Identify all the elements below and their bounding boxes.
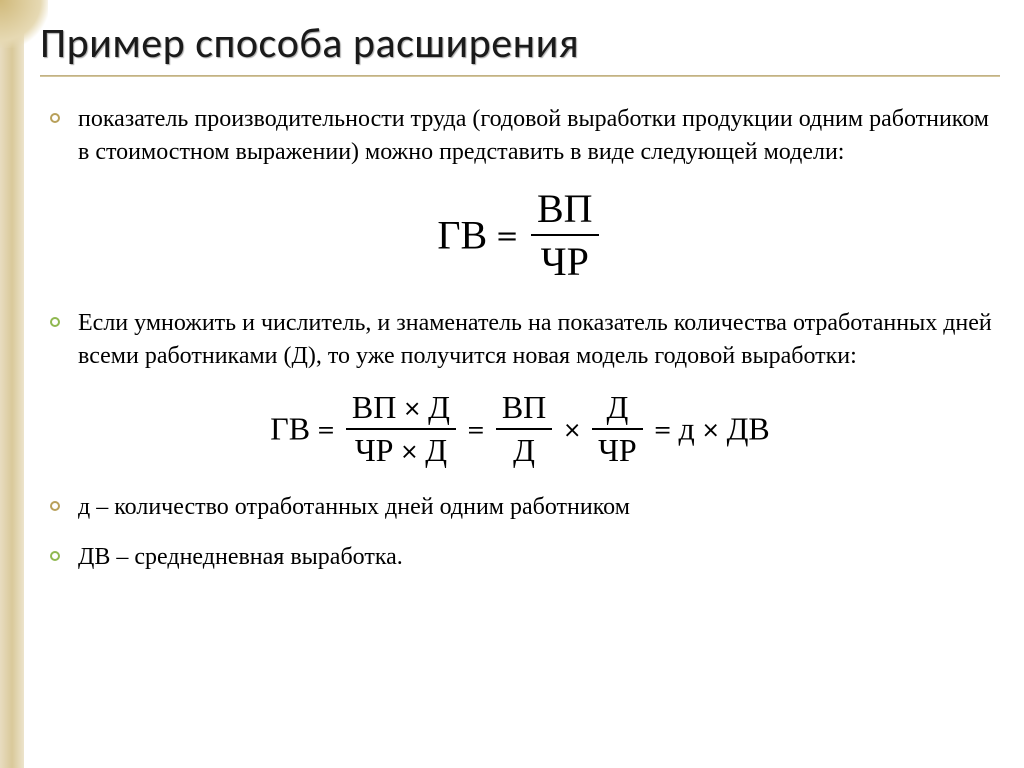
formula-2: ГВ = ВП × Д ЧР × Д = ВП Д × Д ЧР = д × Д…: [40, 389, 1000, 469]
equals-sign: =: [467, 411, 492, 448]
equals-sign: =: [317, 411, 342, 448]
bullet-text: показатель производительности труда (год…: [78, 103, 1000, 169]
f1-fraction: ВП ЧР: [531, 185, 599, 285]
f2-step2b-den: ЧР: [592, 428, 643, 469]
f2-step1-num: ВП × Д: [346, 389, 456, 428]
f2-frac-2b: Д ЧР: [592, 389, 643, 469]
list-item: ДВ – среднедневная выработка.: [40, 541, 1000, 574]
bullet-icon: [50, 317, 60, 327]
f1-den: ЧР: [531, 234, 599, 285]
bullet-icon: [50, 551, 60, 561]
list-item: показатель производительности труда (год…: [40, 103, 1000, 169]
left-accent-bar: [0, 0, 24, 768]
times-sign: ×: [563, 411, 588, 448]
f2-frac-1: ВП × Д ЧР × Д: [346, 389, 456, 469]
list-item: д – количество отработанных дней одним р…: [40, 491, 1000, 524]
bullet-icon: [50, 113, 60, 123]
bullet-text: д – количество отработанных дней одним р…: [78, 491, 630, 524]
list-item: Если умножить и числитель, и знаменатель…: [40, 307, 1000, 373]
bullet-text: ДВ – среднедневная выработка.: [78, 541, 403, 574]
title-underline: [40, 75, 1000, 77]
f1-num: ВП: [531, 185, 599, 234]
bullet-icon: [50, 501, 60, 511]
f2-step2a-num: ВП: [496, 389, 552, 428]
f1-lhs: ГВ: [437, 213, 487, 259]
equals-sign: =: [654, 411, 679, 448]
f2-step2b-num: Д: [592, 389, 643, 428]
bullet-text: Если умножить и числитель, и знаменатель…: [78, 307, 1000, 373]
formula-1: ГВ = ВП ЧР: [40, 185, 1000, 285]
slide-content: Пример способа расширения показатель про…: [40, 18, 1000, 590]
f2-step2a-den: Д: [496, 428, 552, 469]
slide-title: Пример способа расширения: [40, 18, 1000, 69]
f2-result: д × ДВ: [679, 411, 770, 448]
equals-sign: =: [496, 212, 527, 258]
f2-frac-2a: ВП Д: [496, 389, 552, 469]
f2-lhs: ГВ: [270, 411, 310, 448]
bullet-list: показатель производительности труда (год…: [40, 103, 1000, 574]
f2-step1-den: ЧР × Д: [346, 428, 456, 469]
